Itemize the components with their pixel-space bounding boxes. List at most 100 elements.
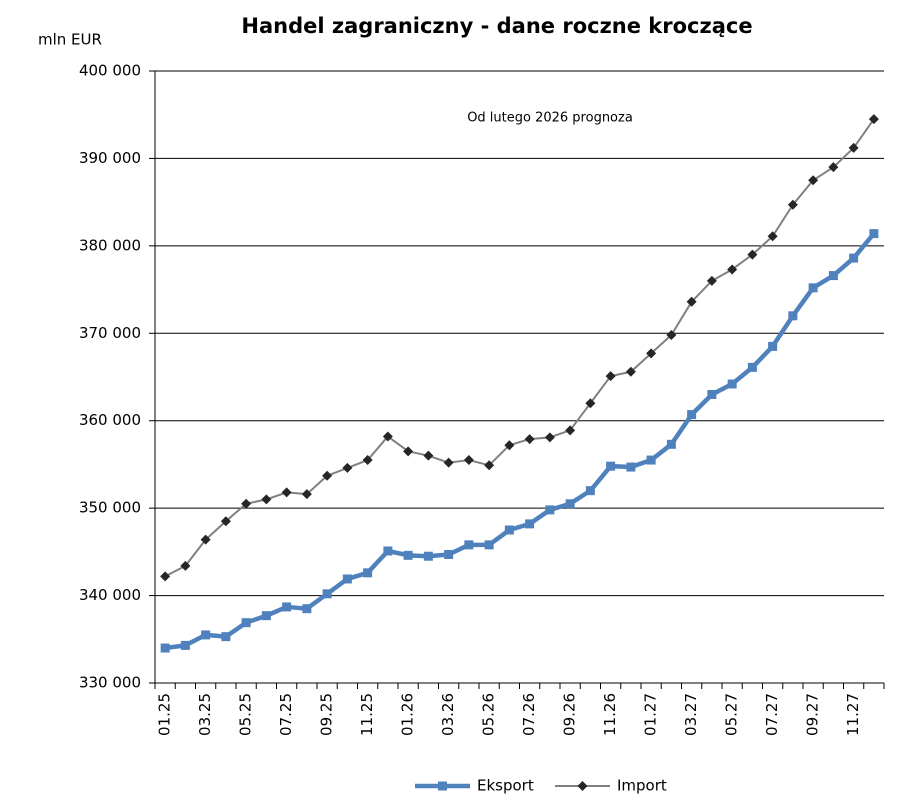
point — [605, 371, 616, 382]
point — [302, 604, 312, 614]
point — [160, 571, 171, 582]
chart-title: Handel zagraniczny - dane roczne krocząc… — [241, 14, 752, 38]
legend-marker — [577, 781, 588, 791]
point — [464, 540, 474, 550]
point — [869, 229, 879, 239]
point — [747, 362, 757, 372]
point — [342, 574, 352, 584]
point — [788, 311, 798, 321]
x-tick-label: 05.26 — [480, 693, 498, 736]
y-tick-label: 380 000 — [79, 236, 141, 254]
point — [525, 519, 535, 529]
point — [342, 462, 353, 473]
point — [768, 341, 778, 351]
x-tick-label: 01.26 — [399, 693, 417, 736]
point — [848, 142, 859, 153]
point — [868, 114, 879, 125]
point — [828, 271, 838, 281]
point — [666, 330, 677, 341]
point — [828, 162, 839, 173]
x-tick-label: 03.25 — [196, 693, 214, 736]
point — [687, 410, 697, 420]
point — [180, 560, 191, 571]
point — [626, 462, 636, 472]
point — [463, 455, 474, 466]
point — [403, 550, 413, 560]
point — [504, 440, 515, 451]
point — [585, 486, 595, 496]
point — [261, 494, 272, 505]
point — [524, 434, 535, 445]
point — [322, 470, 333, 481]
point — [200, 534, 211, 545]
point — [706, 275, 717, 286]
point — [504, 525, 514, 535]
point — [363, 568, 373, 578]
point — [707, 389, 717, 399]
x-tick-label: 01.25 — [156, 693, 174, 736]
point — [281, 487, 292, 498]
point — [261, 611, 271, 621]
x-tick-label: 01.27 — [642, 693, 660, 736]
legend-label: Import — [617, 777, 667, 795]
x-tick-label: 03.27 — [682, 693, 700, 736]
legend-label: Eksport — [477, 777, 534, 795]
point — [625, 366, 636, 377]
point — [362, 455, 373, 466]
point — [545, 505, 555, 515]
point — [666, 439, 676, 449]
x-tick-label: 09.26 — [561, 693, 579, 736]
point — [646, 348, 657, 359]
point — [484, 540, 494, 550]
point — [565, 425, 576, 436]
point — [646, 455, 656, 465]
point — [565, 499, 575, 509]
point — [423, 551, 433, 561]
point — [301, 489, 312, 500]
point — [727, 379, 737, 389]
y-tick-label: 340 000 — [79, 586, 141, 604]
x-tick-label: 03.26 — [439, 693, 457, 736]
y-tick-label: 370 000 — [79, 324, 141, 342]
point — [585, 398, 596, 409]
point — [241, 618, 251, 628]
x-tick-label: 07.27 — [763, 693, 781, 736]
y-tick-label: 400 000 — [79, 62, 141, 80]
x-tick-label: 09.25 — [318, 693, 336, 736]
point — [484, 460, 495, 471]
point — [221, 632, 231, 642]
point — [322, 589, 332, 599]
point — [767, 231, 778, 242]
point — [686, 296, 697, 307]
point — [443, 457, 454, 468]
point — [160, 643, 170, 653]
point — [220, 516, 231, 527]
point — [444, 549, 454, 559]
point — [423, 450, 434, 461]
y-tick-label: 350 000 — [79, 499, 141, 517]
x-tick-label: 11.27 — [844, 693, 862, 736]
annotation: Od lutego 2026 prognoza — [467, 111, 633, 126]
x-tick-label: 05.27 — [723, 693, 741, 736]
point — [808, 283, 818, 293]
x-tick-label: 07.26 — [520, 693, 538, 736]
point — [282, 602, 292, 612]
x-tick-label: 07.25 — [277, 693, 295, 736]
series-line — [164, 232, 876, 651]
y-tick-label: 360 000 — [79, 411, 141, 429]
y-axis-unit: mln EUR — [38, 31, 102, 49]
point — [544, 432, 555, 443]
legend-marker — [438, 781, 447, 791]
point — [241, 498, 252, 509]
x-tick-label: 09.27 — [804, 693, 822, 736]
point — [383, 546, 393, 556]
y-tick-label: 390 000 — [79, 149, 141, 167]
point — [727, 264, 738, 275]
point — [382, 431, 393, 442]
y-tick-label: 330 000 — [79, 674, 141, 692]
point — [787, 199, 798, 210]
point — [606, 461, 616, 471]
point — [808, 175, 819, 186]
